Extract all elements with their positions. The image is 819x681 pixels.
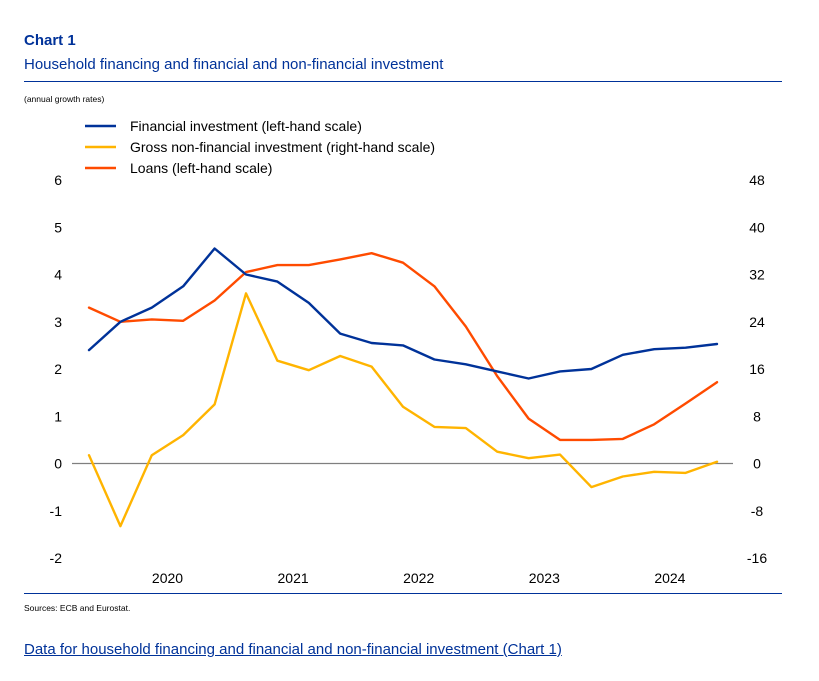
bottom-divider bbox=[24, 593, 782, 594]
right-axis-tick-label: 24 bbox=[749, 314, 765, 330]
chart-number: Chart 1 bbox=[24, 32, 76, 49]
sources-note: Sources: ECB and Eurostat. bbox=[24, 603, 131, 613]
right-axis-tick-label: 32 bbox=[749, 267, 765, 283]
chart-title: Household financing and financial and no… bbox=[24, 56, 444, 73]
right-axis-tick-label: 16 bbox=[749, 361, 765, 377]
right-axis-tick-label: 0 bbox=[753, 456, 761, 472]
legend-label: Loans (left-hand scale) bbox=[130, 160, 272, 176]
financial-investment-line bbox=[87, 247, 719, 380]
left-axis-tick-label: 0 bbox=[54, 456, 62, 472]
legend-label: Financial investment (left-hand scale) bbox=[130, 118, 362, 134]
right-axis-tick-label: -8 bbox=[751, 503, 764, 519]
data-download-link[interactable]: Data for household financing and financi… bbox=[24, 641, 562, 658]
left-axis-tick-label: 2 bbox=[54, 361, 62, 377]
right-axis-tick-label: 40 bbox=[749, 219, 765, 235]
x-axis-tick-label: 2021 bbox=[278, 570, 309, 586]
x-axis-tick-label: 2024 bbox=[654, 570, 685, 586]
right-axis-tick-label: 48 bbox=[749, 172, 765, 188]
x-axis-tick-label: 2022 bbox=[403, 570, 434, 586]
left-axis-tick-label: 3 bbox=[54, 314, 62, 330]
left-axis-tick-label: -1 bbox=[50, 503, 63, 519]
left-axis-tick-label: 6 bbox=[54, 172, 62, 188]
left-axis-tick-label: 1 bbox=[54, 408, 62, 424]
loans-line bbox=[87, 251, 719, 442]
left-axis-tick-label: 5 bbox=[54, 219, 62, 235]
gross-nonfinancial-investment-line bbox=[87, 292, 719, 528]
x-axis-tick-label: 2020 bbox=[152, 570, 183, 586]
x-axis-tick-label: 2023 bbox=[529, 570, 560, 586]
right-axis-tick-label: 8 bbox=[753, 408, 761, 424]
left-axis-tick-label: -2 bbox=[50, 550, 63, 566]
right-axis-tick-label: -16 bbox=[747, 550, 767, 566]
left-axis-tick-label: 4 bbox=[54, 267, 62, 283]
top-divider bbox=[24, 81, 782, 82]
units-note: (annual growth rates) bbox=[24, 94, 105, 104]
legend-label: Gross non-financial investment (right-ha… bbox=[130, 139, 435, 155]
